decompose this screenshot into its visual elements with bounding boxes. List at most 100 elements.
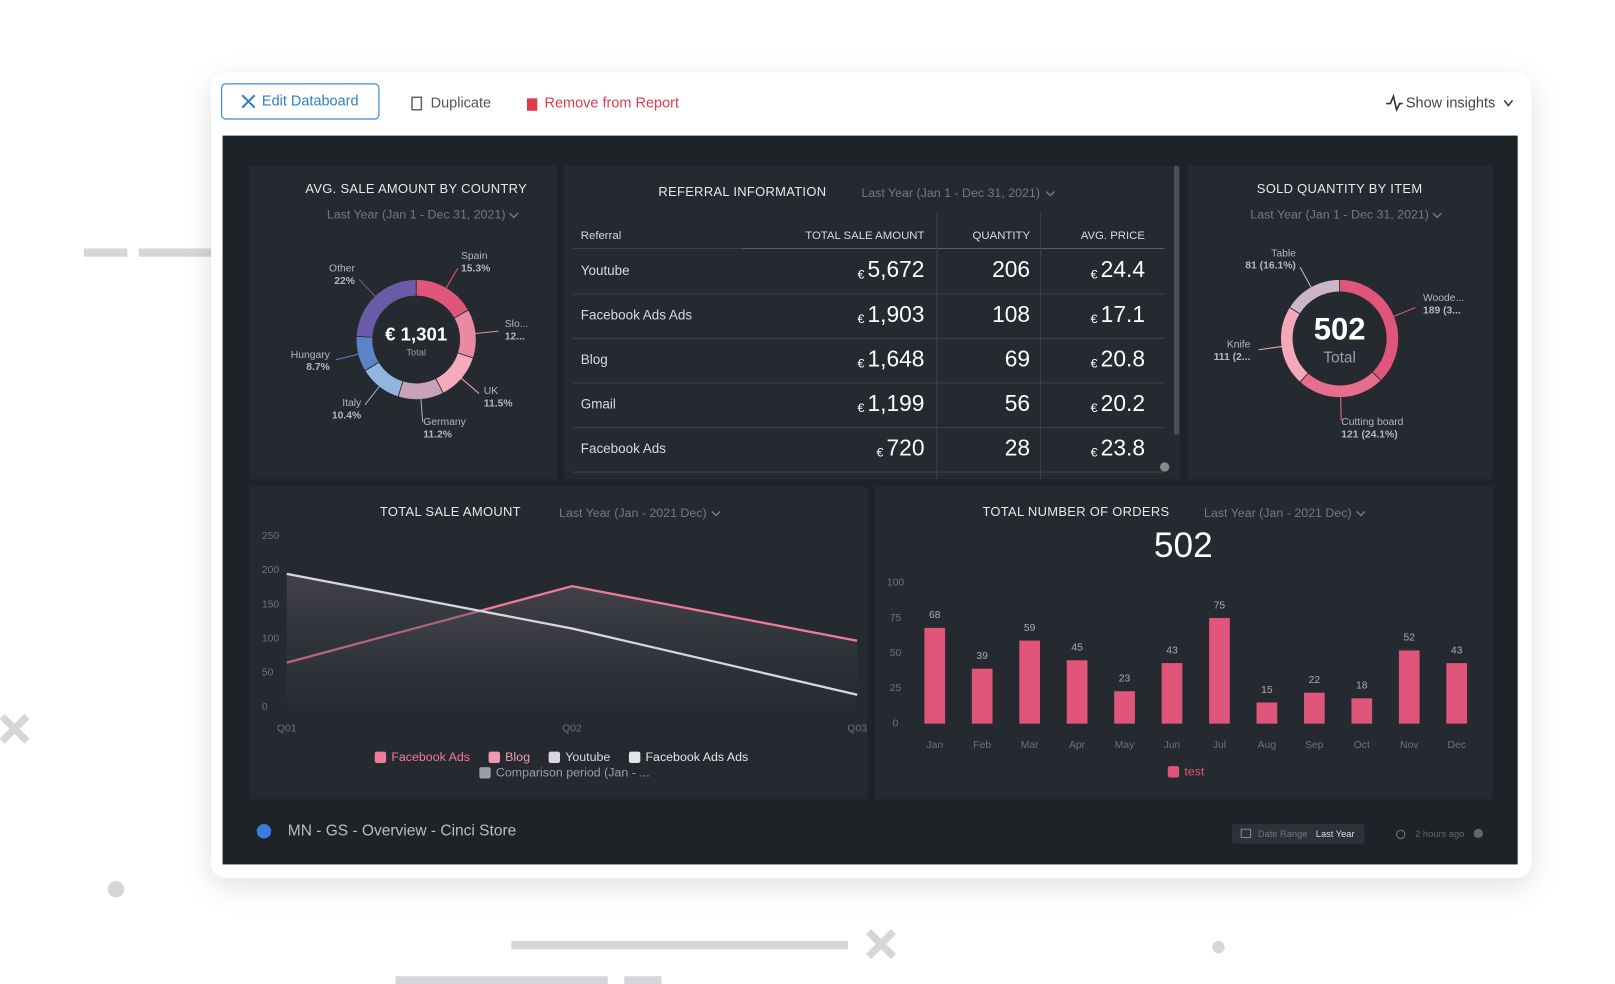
legend-checkbox: [374, 751, 387, 763]
x-tick-label: Jul: [1213, 740, 1226, 751]
cell-text: Facebook Ads Ads: [581, 307, 693, 322]
bar-value-label: 23: [1119, 674, 1131, 685]
cell-number: 1,199: [867, 390, 924, 416]
donut-slice: [1288, 279, 1341, 315]
bar: [1019, 640, 1040, 724]
duplicate-label[interactable]: Duplicate: [431, 95, 491, 111]
cell-number: 206: [992, 256, 1030, 282]
x-tick-label: Feb: [973, 740, 991, 751]
slice-label: Table: [1271, 248, 1296, 259]
x-tick-label: Apr: [1069, 740, 1086, 751]
leader-line: [335, 352, 363, 361]
big-number: 502: [1154, 526, 1213, 565]
leader-line: [1340, 393, 1342, 421]
legend-checkbox: [1167, 766, 1180, 778]
bar-value-label: 18: [1356, 681, 1368, 692]
bar: [1066, 660, 1088, 724]
bar: [1446, 663, 1468, 724]
slice-value: 8.7%: [306, 362, 330, 373]
slice-label: Cutting board: [1341, 417, 1403, 428]
line-area: [286, 573, 858, 708]
currency: €: [1091, 446, 1098, 460]
edit-button[interactable]: Edit Databoard: [220, 83, 380, 120]
currency: €: [857, 268, 864, 282]
bar: [1256, 702, 1278, 724]
edit-label[interactable]: Edit Databoard: [262, 93, 359, 109]
bar: [1161, 663, 1183, 724]
decoration: [0, 248, 1225, 984]
bar: [1398, 650, 1420, 724]
bar: [1209, 618, 1230, 724]
line-series: [286, 572, 858, 696]
insights-label[interactable]: Show insights: [1406, 95, 1495, 111]
slice-label: Woode...: [1423, 293, 1464, 304]
cell-number: 108: [992, 301, 1030, 327]
currency: €: [857, 357, 864, 371]
remove-label[interactable]: Remove from Report: [545, 95, 679, 111]
legend-label: Facebook Ads Ads: [645, 750, 748, 764]
date-range-label: Date Range: [1258, 829, 1308, 839]
currency: €: [1091, 357, 1098, 371]
cell-number: 1,903: [867, 301, 924, 327]
refresh-icon: [1396, 829, 1406, 840]
x-tick-label: Q02: [562, 724, 582, 735]
bar-value-label: 22: [1309, 675, 1321, 686]
x-tick-label: Jan: [926, 740, 943, 751]
bar-value-label: 68: [929, 610, 941, 621]
logo: [256, 824, 272, 839]
legend-label: test: [1184, 765, 1205, 779]
date-range-pill: [1231, 824, 1365, 844]
slice-label: Spain: [461, 251, 488, 262]
column-header: TOTAL SALE AMOUNT: [805, 230, 924, 242]
leader-line: [1299, 266, 1314, 291]
y-tick-label: 0: [893, 718, 899, 729]
insights-button[interactable]: Show insights: [1386, 93, 1514, 113]
bar-value-label: 43: [1166, 645, 1178, 656]
slice-value: 81 (16.1%): [1245, 261, 1296, 272]
bar-value-label: 52: [1403, 633, 1415, 644]
legend-label: Comparison period (Jan - ...: [496, 766, 650, 780]
slice-value: 12...: [505, 331, 525, 342]
date-filter: Last Year (Jan 1 - Dec 31, 2021): [861, 186, 1040, 200]
date-range: Last Year: [1316, 829, 1355, 839]
cell-number: 5,672: [867, 256, 924, 282]
currency: €: [1091, 312, 1098, 326]
slice-value: 121 (24.1%): [1341, 430, 1397, 441]
date-filter: Last Year (Jan - 2021 Dec): [559, 506, 707, 520]
x-tick-label: Oct: [1354, 740, 1370, 751]
donut-slice: [355, 279, 417, 338]
currency: €: [876, 446, 883, 460]
slice-value: 15.3%: [461, 264, 490, 275]
remove-button[interactable]: Remove from Report: [526, 95, 679, 111]
dropdown-icon: [1045, 191, 1055, 197]
legend-checkbox: [479, 767, 491, 779]
date-filter: Last Year (Jan 1 - Dec 31, 2021): [1250, 208, 1429, 222]
leader-line: [1258, 345, 1286, 351]
updated: 2 hours ago: [1415, 829, 1464, 839]
y-tick-label: 250: [262, 531, 280, 542]
column-header: Referral: [581, 230, 621, 242]
bar-value-label: 75: [1214, 600, 1226, 611]
slice-label: Knife: [1227, 339, 1251, 350]
donut-total-label: Total: [406, 347, 426, 357]
y-tick-label: 50: [262, 668, 274, 679]
slice-value: 189 (3...: [1423, 305, 1461, 316]
leader-line: [458, 375, 480, 394]
slice-label: Germany: [423, 417, 466, 428]
duplicate-button[interactable]: Duplicate: [411, 95, 491, 111]
bar-value-label: 45: [1071, 643, 1083, 654]
x-tick-label: Jun: [1164, 740, 1181, 751]
x-tick-label: Mar: [1021, 740, 1039, 751]
cell-number: 69: [1005, 345, 1030, 371]
currency: €: [857, 312, 864, 326]
slice-value: 22%: [334, 276, 355, 287]
cell-text: Facebook Ads: [581, 441, 666, 456]
y-tick-label: 25: [890, 683, 902, 694]
legend-label: Youtube: [565, 750, 610, 764]
cell-number: 56: [1005, 390, 1030, 416]
currency: €: [1091, 401, 1098, 415]
slice-value: 11.5%: [484, 398, 513, 409]
legend-checkbox: [488, 751, 500, 763]
currency: €: [1091, 268, 1098, 282]
scrollbar: [1173, 165, 1180, 435]
